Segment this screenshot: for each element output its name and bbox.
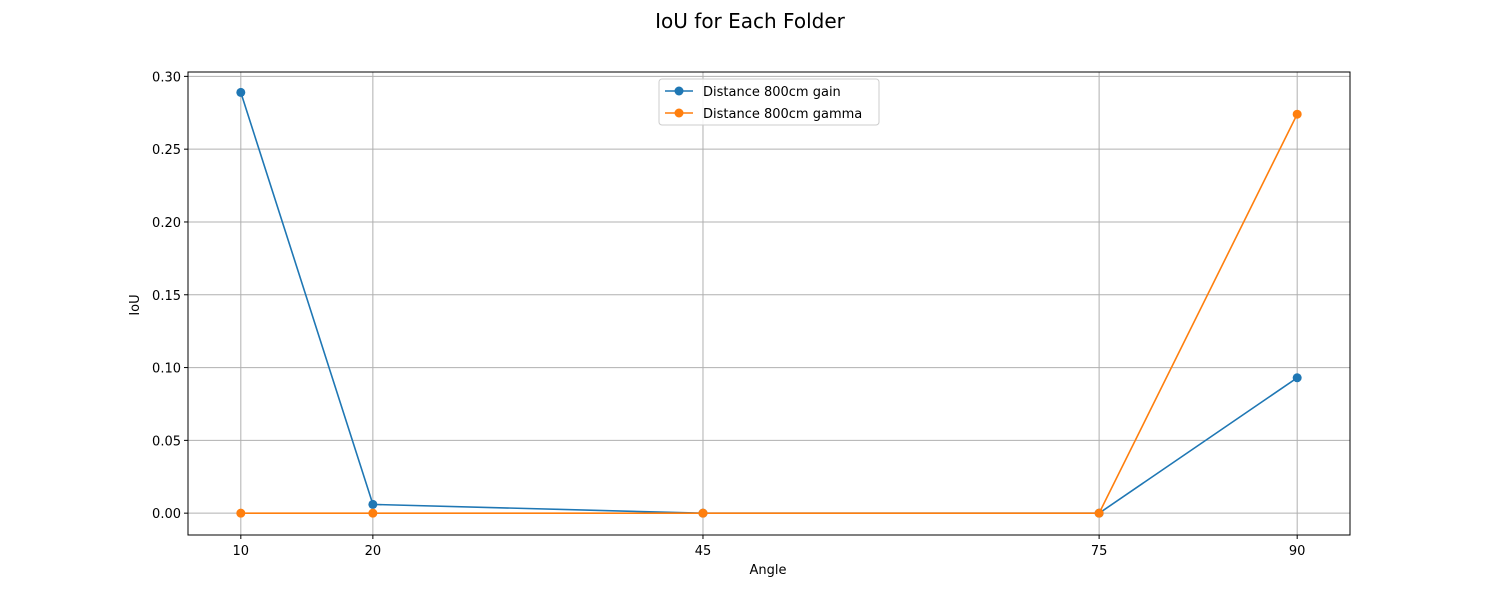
y-tick-label: 0.00: [152, 507, 181, 522]
data-point: [1292, 373, 1302, 383]
y-tick-label: 0.15: [152, 289, 181, 304]
y-tick-label: 0.25: [152, 143, 181, 158]
x-tick-label: 10: [233, 544, 250, 559]
y-tick-label: 0.10: [152, 362, 181, 377]
x-tick-label: 75: [1091, 544, 1108, 559]
x-tick-label: 20: [365, 544, 382, 559]
data-point: [236, 87, 246, 97]
legend-item: Distance 800cm gamma: [665, 107, 862, 122]
legend-box: [658, 78, 880, 126]
y-tick-label: 0.20: [152, 216, 181, 231]
legend-label: Distance 800cm gamma: [703, 107, 862, 122]
x-tick-label: 90: [1289, 544, 1306, 559]
data-point: [1292, 109, 1302, 119]
data-point: [236, 508, 246, 518]
legend-label: Distance 800cm gain: [703, 85, 841, 100]
grid: [188, 72, 1350, 535]
legend: Distance 800cm gain Distance 800cm gamma: [658, 78, 880, 126]
data-point: [1094, 508, 1104, 518]
data-point: [368, 499, 378, 509]
legend-marker: [674, 86, 684, 96]
y-axis-label: IoU: [128, 294, 143, 315]
x-tick-label: 45: [695, 544, 712, 559]
chart-title: IoU for Each Folder: [655, 9, 845, 33]
x-axis-label: Angle: [750, 563, 787, 578]
y-tick-label: 0.05: [152, 434, 181, 449]
series-2: [236, 109, 1302, 518]
legend-item: Distance 800cm gain: [665, 85, 841, 100]
y-tick-label: 0.30: [152, 70, 181, 85]
data-point: [698, 508, 708, 518]
legend-marker: [674, 108, 684, 118]
ticks: 10 20 45 75 90 0.00 0.05 0.10 0.15 0.20 0.25 0.30: [152, 70, 1305, 559]
plot-frame: [187, 71, 1351, 536]
data-point: [368, 508, 378, 518]
series-layer: [236, 87, 1302, 518]
